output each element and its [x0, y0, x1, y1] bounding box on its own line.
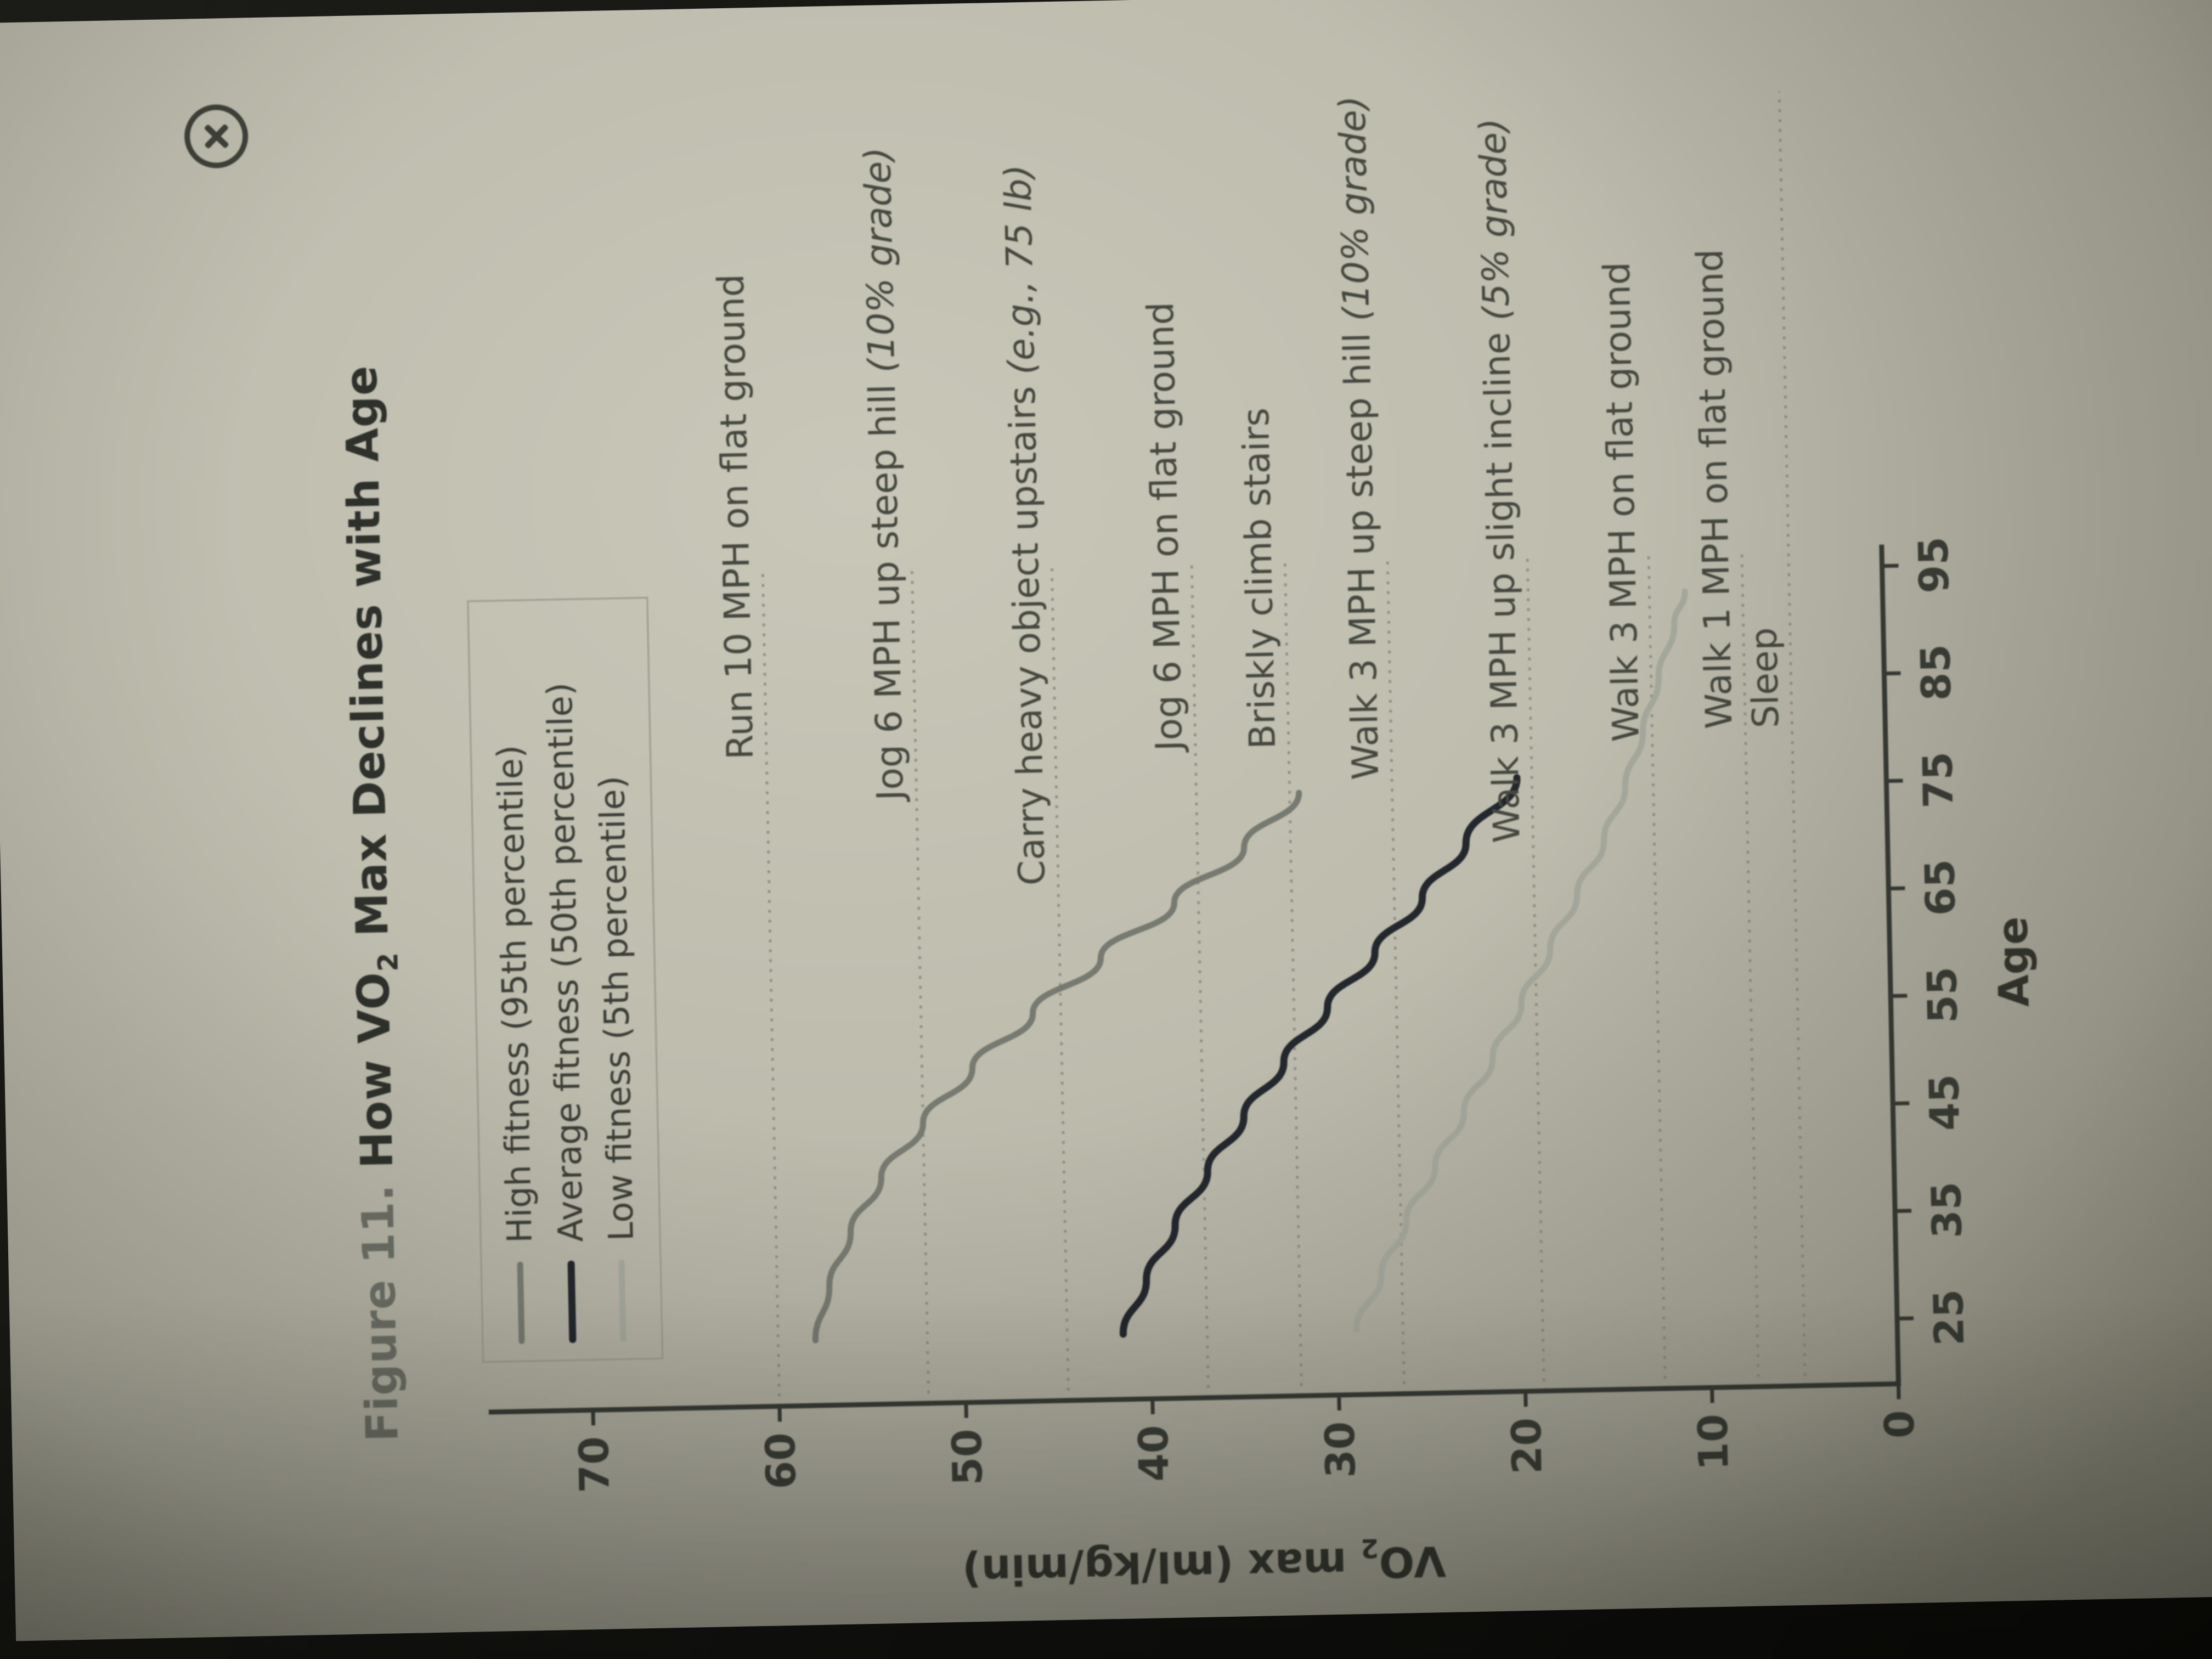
- y-tick: [1896, 1384, 1901, 1400]
- reference-label-4: Briskly climb stairs: [1234, 407, 1284, 750]
- y-tick-label: 40: [1130, 1425, 1178, 1482]
- reference-line-6: [1526, 551, 1545, 1391]
- reference-label-9: Sleep: [1742, 627, 1787, 729]
- reference-label-text: Jog 6 MPH on flat ground: [1139, 301, 1191, 752]
- x-tick: [1884, 671, 1901, 676]
- reference-label-text: Briskly climb stairs: [1234, 407, 1284, 750]
- y-tick-label: 60: [757, 1432, 805, 1489]
- reference-label-3: Jog 6 MPH on flat ground: [1139, 302, 1190, 752]
- x-tick-label: 95: [1910, 536, 1959, 594]
- reference-line-4: [1283, 556, 1303, 1396]
- x-tick-label: 85: [1912, 644, 1960, 701]
- reference-label-note: (e.g., 75 lb): [996, 164, 1043, 375]
- y-tick: [1337, 1395, 1341, 1410]
- y-tick-label: 10: [1690, 1413, 1738, 1471]
- reference-label-text: Jog 6 MPH up steep hill: [861, 372, 912, 801]
- chart-plot-area: 0 10 20 30 40 50 60 70 25 35 45 55 65 75 85 95: [488, 91, 1973, 1493]
- curve-low-fitness: [1353, 588, 1688, 1333]
- y-axis-title-text: VO: [1378, 1537, 1447, 1587]
- x-axis-title: Age: [1988, 916, 2039, 1008]
- reference-line-1: [910, 564, 930, 1403]
- reference-line-7: [1647, 549, 1667, 1389]
- x-tick-label: 45: [1921, 1074, 1969, 1131]
- reference-line-9: [1778, 91, 1807, 1386]
- curve-average-fitness: [1119, 774, 1521, 1338]
- reference-line-5: [1386, 554, 1406, 1394]
- y-axis-title-subscript: 2: [1360, 1532, 1379, 1563]
- reference-label-text: Sleep: [1742, 627, 1787, 729]
- x-tick-label: 35: [1923, 1181, 1971, 1239]
- reference-label-note: (10% grade): [856, 146, 904, 374]
- reference-label-0: Run 10 MPH on flat ground: [709, 274, 761, 760]
- y-tick-label: 70: [571, 1436, 619, 1493]
- y-axis-title-text-rest: max (ml/kg/min): [962, 1538, 1362, 1595]
- x-tick-label: 75: [1914, 751, 1962, 809]
- curve-high-fitness: [812, 789, 1302, 1344]
- figure-page: Figure 11. How VO2 Max Declines with Age…: [0, 27, 2212, 1641]
- reference-label-8: Walk 1 MPH on flat ground: [1689, 249, 1741, 729]
- reference-line-8: [1740, 547, 1760, 1387]
- reference-label-note: (10% grade): [1331, 95, 1378, 322]
- x-tick-label: 25: [1925, 1289, 1973, 1346]
- reference-line-0: [761, 567, 781, 1407]
- x-tick: [1888, 886, 1905, 891]
- x-tick: [1897, 1316, 1914, 1321]
- y-tick: [591, 1410, 596, 1426]
- reference-label-7: Walk 3 MPH on flat ground: [1595, 262, 1647, 742]
- y-tick: [964, 1402, 968, 1418]
- y-tick: [1710, 1387, 1714, 1403]
- x-tick: [1893, 1101, 1910, 1106]
- y-tick-label: 50: [944, 1429, 992, 1486]
- reference-label-note: (5% grade): [1471, 117, 1518, 321]
- reference-line-3: [1190, 558, 1210, 1398]
- x-tick-label: 65: [1916, 859, 1965, 916]
- y-tick-label: 20: [1503, 1417, 1551, 1475]
- x-tick-label: 55: [1918, 966, 1967, 1024]
- y-tick-label: 0: [1876, 1410, 1923, 1439]
- reference-line-2: [1050, 561, 1070, 1401]
- y-tick-label: 30: [1317, 1421, 1365, 1479]
